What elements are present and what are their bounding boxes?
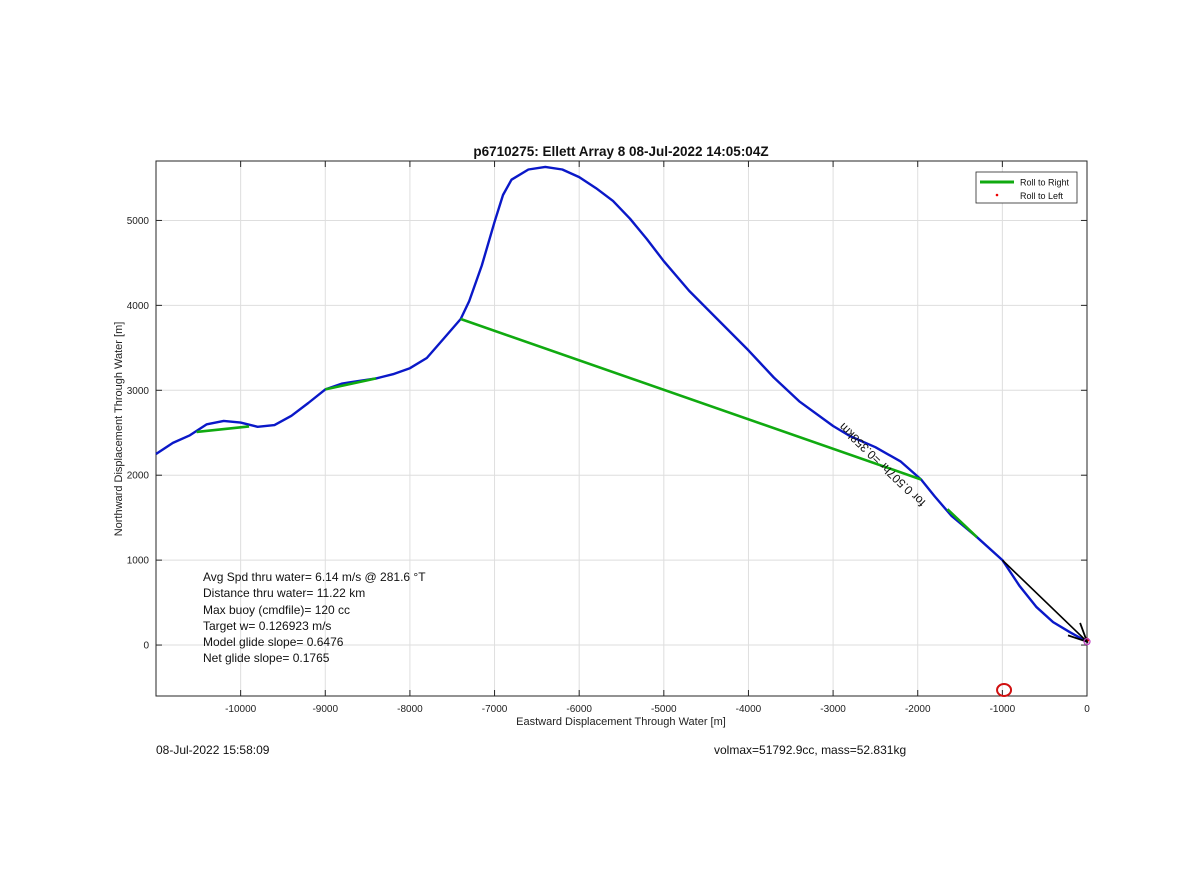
stat-max-buoy: Max buoy (cmdfile)= 120 cc (203, 602, 351, 617)
y-tick-label: 3000 (127, 386, 150, 397)
track-line (155, 165, 1088, 643)
legend-swatch-roll-left (995, 193, 999, 197)
x-tick-label: -5000 (651, 704, 677, 715)
end-marker (1083, 638, 1091, 646)
legend-label-roll-right: Roll to Right (1020, 178, 1070, 188)
y-tick-label: 1000 (127, 556, 150, 567)
plot-area-frame (155, 160, 1088, 697)
drift-arrow-head (1067, 622, 1089, 644)
stat-model-glide-slope: Model glide slope= 0.6476 (203, 635, 344, 650)
legend-label-roll-left: Roll to Left (1020, 191, 1064, 201)
stats-block: Avg Spd thru water= 6.14 m/s @ 281.6 °T … (203, 569, 426, 667)
footer-volmax-mass: volmax=51792.9cc, mass=52.831kg (714, 743, 907, 757)
roll-right-segment (196, 425, 250, 434)
legend-box (975, 171, 1078, 204)
x-tick-label: -7000 (482, 704, 508, 715)
x-tick-label: -8000 (397, 704, 423, 715)
x-tick-label: -4000 (736, 704, 762, 715)
stat-distance: Distance thru water= 11.22 km (203, 586, 366, 601)
x-tick-label: -2000 (905, 704, 931, 715)
stat-net-glide-slope: Net glide slope= 0.1765 (203, 651, 330, 666)
stat-avg-speed: Avg Spd thru water= 6.14 m/s @ 281.6 °T (203, 570, 426, 584)
y-tick-label: 4000 (127, 301, 150, 312)
roll-right-segment (946, 508, 978, 539)
y-tick-label: 5000 (127, 216, 150, 227)
start-circle-marker (996, 683, 1013, 698)
y-axis-label: Northward Displacement Through Water [m] (113, 322, 125, 537)
drift-arrow-shaft (1001, 559, 1088, 643)
axis-ticks: -10000 -9000 -8000 -7000 -6000 -5000 -4000 -300… (127, 161, 1090, 715)
drift-annotation: for 0.507hr =0.358km (836, 420, 928, 509)
x-tick-label: -10000 (225, 704, 257, 715)
stat-target-w: Target w= 0.126923 m/s (203, 618, 332, 633)
x-axis-label: Eastward Displacement Through Water [m] (516, 716, 726, 728)
footer-timestamp: 08-Jul-2022 15:58:09 (156, 743, 270, 757)
x-tick-label: -3000 (820, 704, 846, 715)
roll-right-segment (325, 377, 377, 391)
x-tick-label: 0 (1084, 704, 1090, 715)
plot-series (155, 165, 1091, 698)
chart-title: p6710275: Ellett Array 8 08-Jul-2022 14:… (473, 144, 768, 159)
y-tick-label: 2000 (127, 471, 150, 482)
x-tick-label: -9000 (312, 704, 338, 715)
legend: Roll to Right Roll to Left (975, 171, 1078, 204)
roll-right-segment (460, 317, 922, 481)
x-tick-label: -6000 (566, 704, 592, 715)
y-tick-label: 0 (143, 641, 149, 652)
x-tick-label: -1000 (990, 704, 1016, 715)
